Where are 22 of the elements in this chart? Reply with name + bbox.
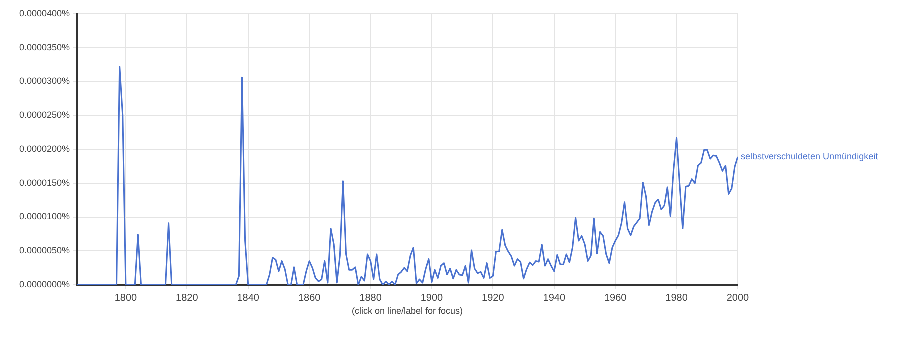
x-tick-label: 2000 (726, 292, 750, 304)
y-tick-label: 0.0000000% (19, 279, 70, 290)
x-axis-title: (click on line/label for focus) (352, 306, 464, 316)
y-tick-label: 0.0000050% (19, 246, 70, 256)
x-tick-label: 1960 (604, 292, 628, 304)
x-tick-label: 1980 (666, 292, 688, 304)
x-tick-label: 1940 (543, 292, 566, 304)
y-tick-label: 0.0000150% (19, 178, 70, 188)
y-tick-label: 0.0000100% (19, 212, 70, 222)
x-tick-label: 1860 (298, 292, 322, 304)
x-tick-label: 1840 (237, 292, 260, 304)
y-tick-label: 0.0000350% (19, 42, 70, 52)
y-tick-label: 0.0000200% (19, 144, 70, 154)
y-tick-label: 0.0000400% (19, 8, 70, 18)
y-tick-label: 0.0000300% (19, 76, 70, 86)
x-tick-label: 1820 (176, 292, 199, 304)
x-tick-label: 1900 (420, 292, 444, 304)
x-tick-label: 1920 (482, 292, 505, 304)
x-tick-label: 1800 (114, 292, 138, 304)
x-tick-label: 1880 (360, 292, 382, 304)
y-tick-label: 0.0000250% (19, 110, 70, 120)
series-label: selbstverschuldeten Unmündigkeit (741, 151, 879, 162)
